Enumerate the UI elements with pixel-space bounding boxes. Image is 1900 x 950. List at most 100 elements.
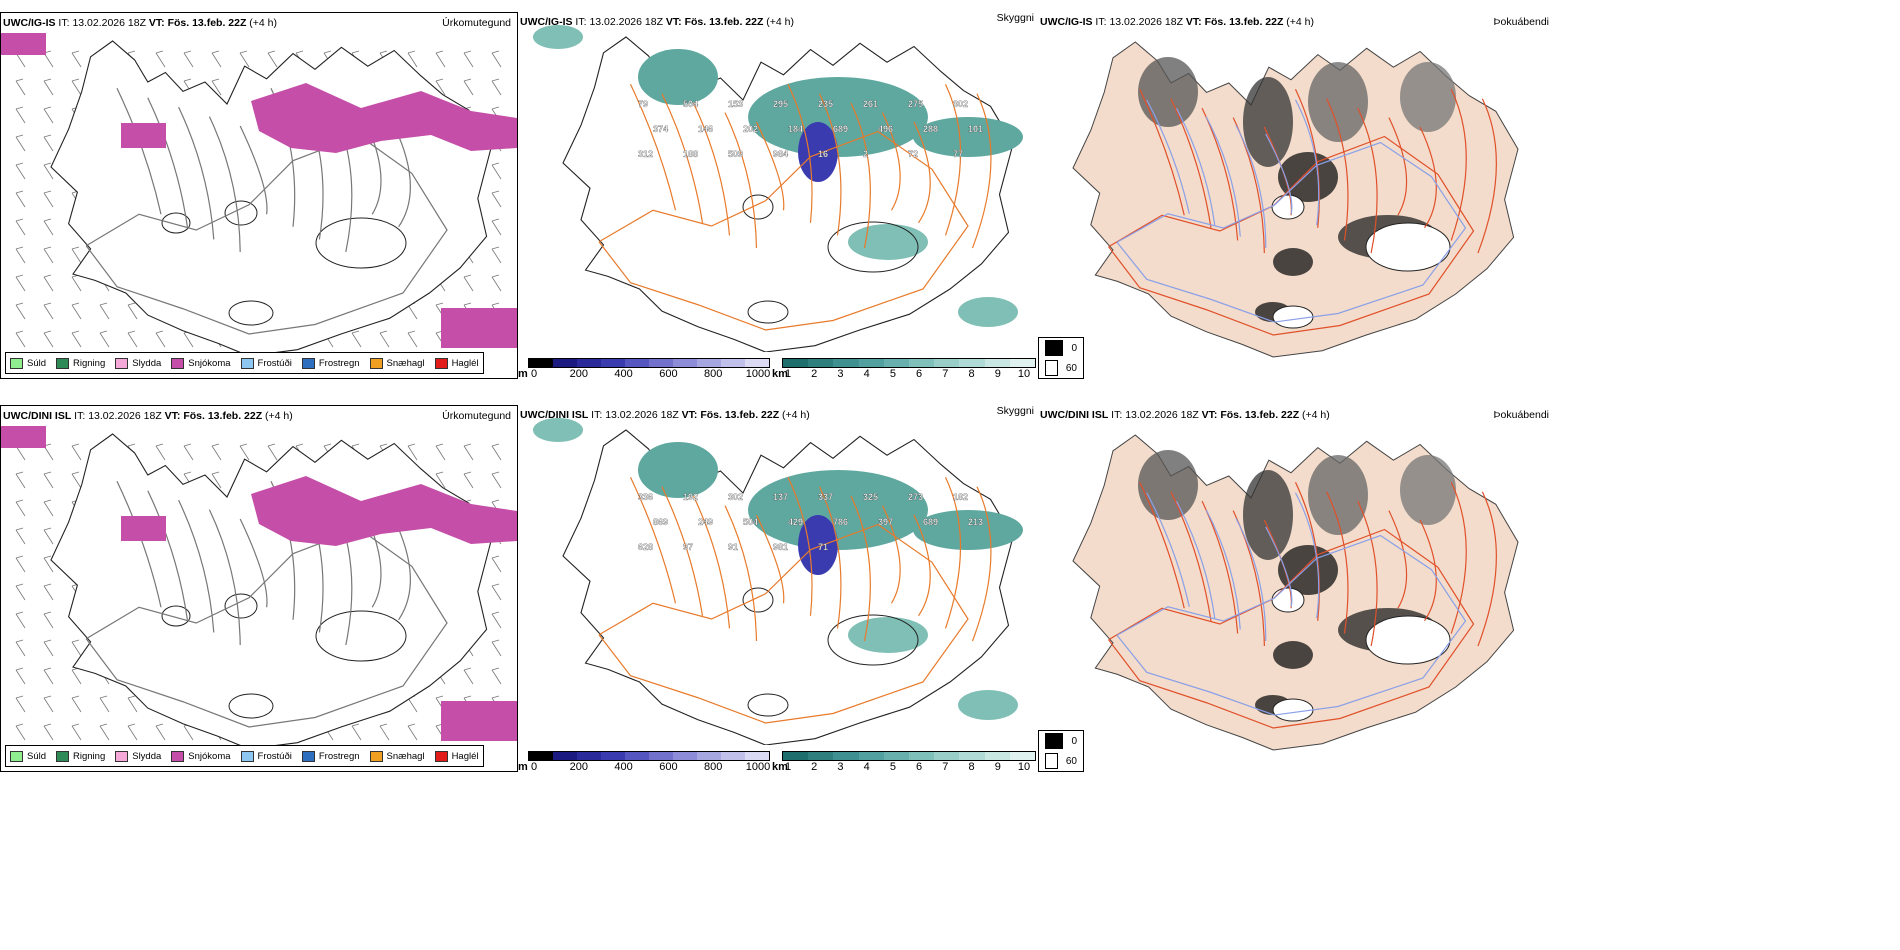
legend-label: Rigning [73, 750, 106, 762]
colorbar-tick: 6 [916, 761, 923, 773]
legend-swatch [240, 357, 254, 369]
low-visibility-area [638, 49, 718, 105]
colorbar-tick: 5 [889, 761, 896, 773]
colorbar-tick: 1 [784, 368, 792, 380]
precip-type-map [1, 426, 517, 750]
init-time: 13.02.2026 18Z [88, 410, 162, 422]
fog-legend-row: 60 [1039, 751, 1083, 771]
lead-time: (+4 h) [1302, 409, 1330, 421]
river-network [1116, 99, 1467, 323]
colorbar-tick: 1000 [745, 368, 771, 380]
colorbar-tick: 9 [994, 761, 1001, 773]
colorbar-tick: 4 [863, 761, 870, 773]
colorbar-strip [782, 358, 1036, 368]
colorbar-tick: 8 [968, 761, 975, 773]
colorbar-step [883, 752, 910, 760]
road-network [598, 83, 992, 331]
lead-time: (+4 h) [782, 409, 810, 421]
valid-time: Fös. 13.feb. 22Z [183, 410, 263, 422]
legend-label: Frostregn [318, 750, 360, 762]
legend-label: Slydda [132, 750, 162, 762]
legend-swatch [115, 357, 129, 369]
visibility-map: 336 192 302 137 337 325 273 182 869 249 504 429 786 3… [533, 418, 1023, 745]
low-visibility-area [533, 25, 583, 49]
colorbar-strip [782, 751, 1036, 761]
colorbar-step [577, 752, 601, 760]
legend-swatch [301, 357, 315, 369]
model-name: UWC/IG-IS [520, 16, 573, 28]
colorbar-tick: 1 [784, 761, 792, 773]
low-ceiling-area [798, 122, 838, 182]
colorbar-tick: 1000 [745, 761, 771, 773]
ceiling-labels: 336 192 302 137 337 325 273 182 869 249 504 429 786 3… [638, 492, 983, 552]
ceiling-colorbar: m 0 200 400 600 800 1000 [518, 358, 770, 382]
colorbar-step [601, 752, 625, 760]
hofsjokull-outline [742, 194, 774, 220]
precip-type-legend: Súld Rigning Slydda Snjókoma Frostúði Frostre… [5, 745, 484, 767]
legend-label: Frostúði [257, 750, 292, 762]
fog-legend-swatch [1045, 733, 1064, 749]
visibility-panel-top: 79 504 153 295 235 261 275 302 374 146 202 184 689 49… [518, 12, 1038, 382]
ceiling-labels: 79 504 153 295 235 261 275 302 374 146 202 184 689 49… [638, 99, 983, 159]
ceiling-height-label: 312 [638, 149, 653, 159]
ceiling-height-label: 146 [698, 124, 713, 134]
colorbar-tick: 2 [811, 368, 818, 380]
legend-label: Súld [27, 357, 47, 369]
ceiling-height-label: 689 [833, 124, 848, 134]
legend-swatch [56, 357, 70, 369]
colorbar-tick: 0 [530, 368, 538, 380]
legend-label: Haglél [451, 750, 479, 762]
snowfall-area [1, 33, 517, 348]
colorbar-step [858, 359, 884, 367]
legend-item: Súld [10, 750, 46, 762]
visibility-colorbar: km 1 2 3 4 5 6 7 8 9 10 [772, 358, 1036, 382]
low-visibility-area [748, 77, 928, 157]
colorbar-step [959, 359, 985, 367]
ceiling-height-label: 71 [818, 542, 828, 552]
low-visibility-area [958, 297, 1018, 327]
ceiling-height-label: 869 [653, 517, 668, 527]
ceiling-height-label: 188 [683, 149, 698, 159]
hofsjokull-outline [1271, 194, 1305, 220]
init-time: 13.02.2026 18Z [1125, 409, 1199, 421]
colorbar-tick: 7 [942, 761, 949, 773]
ceiling-height-label: 97 [683, 542, 693, 552]
ceiling-height-label: 249 [698, 517, 713, 527]
model-name: UWC/IG-IS [3, 17, 56, 29]
ceiling-height-label: 79 [638, 99, 648, 109]
low-visibility-area [748, 470, 928, 550]
langjokull-outline [161, 212, 191, 234]
fog-legend-row: 60 [1039, 358, 1083, 378]
legend-label: Rigning [73, 357, 106, 369]
legend-item: Súld [10, 357, 47, 369]
model-name: UWC/DINI ISL [3, 410, 72, 422]
lead-time: (+4 h) [265, 410, 293, 422]
colorbar-tick: 9 [994, 368, 1001, 380]
low-visibility-area [638, 442, 718, 498]
ceiling-height-label: 275 [908, 99, 923, 109]
vatnajokull-outline [315, 217, 407, 269]
low-visibility-area [848, 617, 928, 653]
init-time: 13.02.2026 18Z [1109, 16, 1183, 28]
legend-item: Frostúði [240, 750, 292, 762]
colorbar-step [934, 752, 960, 760]
colorbar-tick: 2 [811, 761, 818, 773]
visibility-map: 79 504 153 295 235 261 275 302 374 146 202 184 689 49… [533, 25, 1023, 352]
colorbar-step [577, 359, 601, 367]
colorbar-tick: 800 [704, 761, 723, 773]
ceiling-height-label: 429 [788, 517, 803, 527]
myrdalsjokull-outline [747, 693, 789, 717]
ceiling-height-label: 295 [773, 99, 788, 109]
valid-time-label: VT: [665, 16, 682, 28]
colorbar-tick: 5 [889, 368, 896, 380]
visibility-colorbar: km 1 2 3 4 5 6 7 8 9 10 [772, 751, 1036, 775]
ceiling-height-label: 302 [953, 99, 968, 109]
legend-swatch [301, 750, 315, 762]
precip-type-panel-bottom: UWC/DINI ISL IT: 13.02.2026 18Z VT: Fös.… [0, 405, 518, 772]
colorbar-tick: 10 [1017, 761, 1031, 773]
variable-name: Úrkomutegund [442, 17, 511, 29]
colorbar-tick: 4 [863, 368, 870, 380]
legend-swatch [56, 750, 70, 762]
low-visibility-area [913, 510, 1023, 550]
colorbar-step [1009, 359, 1036, 367]
